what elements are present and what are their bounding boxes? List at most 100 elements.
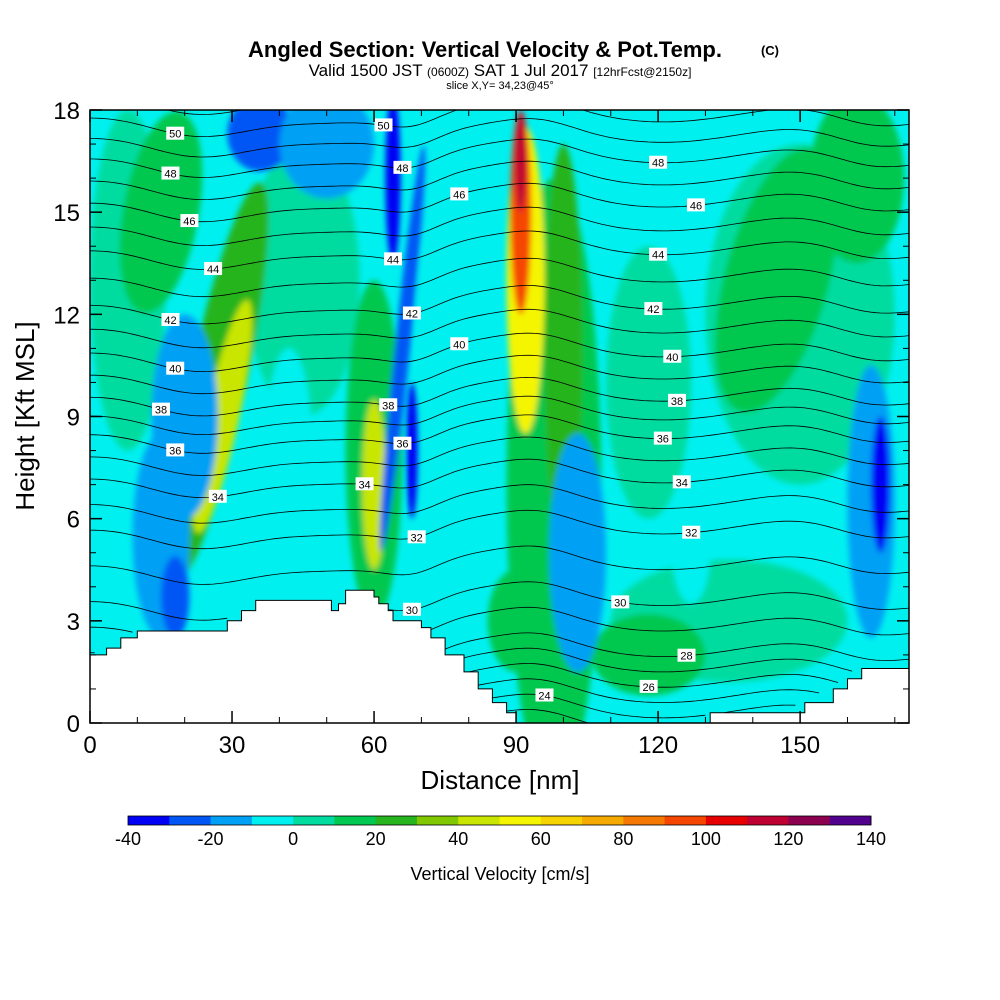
- contour-label-bg: [166, 126, 185, 140]
- contour-label-bg: [161, 312, 180, 326]
- velocity-blob: [161, 556, 190, 638]
- theta-contour: [166, 110, 244, 115]
- colorbar-frame: [127, 815, 872, 826]
- contour-label: 38: [152, 402, 171, 417]
- theta-contour: [90, 257, 909, 298]
- theta-contour: [90, 509, 909, 550]
- colorbar-tick-label: -40: [115, 829, 141, 849]
- velocity-blob: [606, 246, 692, 519]
- theta-contour: [90, 484, 909, 524]
- contour-label-bg: [166, 361, 185, 375]
- x-tick-label: 60: [361, 732, 388, 759]
- contour-label-bg: [611, 595, 630, 609]
- x-tick-label: 0: [83, 732, 96, 759]
- theta-contour: [90, 436, 909, 476]
- subtitle-slice: slice X,Y= 34,23@45°: [446, 80, 554, 92]
- contour-label-bg: [402, 306, 421, 320]
- contour-label-text: 42: [406, 308, 418, 320]
- contour-label: 46: [686, 198, 705, 212]
- x-tick-label: 150: [780, 732, 820, 759]
- contour-label-text: 32: [411, 532, 423, 544]
- subtitle-utc: (0600Z): [427, 65, 469, 79]
- contour-label: 42: [161, 312, 180, 327]
- chart-subtitle: Valid 1500 JST (0600Z) SAT 1 Jul 2017 [1…: [309, 61, 692, 80]
- colorbar-swatch: [458, 816, 500, 825]
- contour-label-text: 34: [212, 492, 224, 504]
- contour-label-text: 48: [164, 169, 176, 181]
- contour-label: 34: [208, 489, 227, 504]
- contour-label: 40: [166, 361, 185, 376]
- contour-label: 50: [166, 126, 185, 141]
- contour-label: 28: [677, 648, 696, 663]
- subtitle-forecast: [12hrFcst@2150z]: [593, 65, 691, 79]
- contour-label: 34: [672, 475, 691, 489]
- theta-contour: [90, 632, 909, 661]
- contour-label: 32: [682, 525, 701, 540]
- colorbar-swatch: [623, 816, 666, 825]
- theta-contour: [90, 110, 909, 138]
- theta-contour: [90, 118, 909, 158]
- theta-contour: [90, 308, 909, 349]
- contour-label: 46: [450, 187, 469, 201]
- field-blobs: [90, 110, 905, 723]
- contour-label: 44: [383, 252, 402, 266]
- contour-label: 48: [649, 155, 668, 170]
- velocity-blob: [715, 148, 838, 413]
- contour-label-bg: [393, 436, 412, 450]
- y-tick-label: 0: [67, 711, 80, 738]
- contour-label-bg: [682, 525, 701, 539]
- contour-label-bg: [639, 679, 658, 693]
- theta-contour: [90, 230, 909, 270]
- terrain-profile: [90, 589, 909, 723]
- colorbar-swatch: [747, 816, 789, 825]
- contour-label-bg: [393, 160, 412, 174]
- x-axis-label: Distance [nm]: [421, 765, 580, 795]
- contour-label-text: 48: [652, 158, 664, 170]
- y-axis-label: Height [Kft MSL]: [10, 321, 40, 510]
- colorbar-swatch: [128, 816, 170, 825]
- contour-label-text: 36: [396, 439, 408, 451]
- y-tick-label: 3: [67, 609, 80, 636]
- colorbar-swatch: [251, 816, 294, 825]
- contour-label-bg: [450, 187, 469, 201]
- contour-label: 44: [204, 262, 223, 276]
- contour-label-bg: [649, 247, 668, 261]
- theta-contour: [492, 693, 796, 719]
- contour-label-text: 50: [169, 129, 181, 141]
- velocity-blob: [279, 110, 375, 199]
- contour-label-bg: [402, 602, 421, 616]
- colorbar-swatch: [169, 816, 212, 825]
- colorbar-label: Vertical Velocity [cm/s]: [410, 864, 589, 884]
- contour-label-text: 46: [453, 189, 465, 201]
- y-tick-label: 9: [67, 405, 80, 432]
- contour-label-text: 34: [676, 477, 688, 489]
- contour-label: 38: [379, 398, 398, 412]
- velocity-blob: [385, 110, 401, 264]
- subtitle-date: SAT 1 Jul 2017: [474, 61, 589, 80]
- contour-label-bg: [649, 155, 668, 169]
- theta-contour: [90, 285, 909, 325]
- colorbar-swatch: [705, 816, 748, 825]
- contour-label-bg: [686, 198, 705, 212]
- contour-label-text: 44: [387, 254, 399, 266]
- velocity-blob: [379, 145, 426, 552]
- contour-label-text: 36: [657, 434, 669, 446]
- colorbar-tick-label: 100: [691, 829, 721, 849]
- velocity-field: [90, 110, 909, 723]
- colorbar-tick-label: 40: [448, 829, 468, 849]
- theta-contour: [90, 332, 909, 373]
- theta-contour: [90, 206, 909, 247]
- contour-label-text: 40: [169, 364, 181, 376]
- contour-label-bg: [653, 431, 672, 445]
- contour-label: 48: [393, 160, 412, 175]
- contour-label: 26: [639, 679, 658, 694]
- contour-label-text: 42: [647, 304, 659, 316]
- velocity-blob: [406, 382, 418, 519]
- contour-label-bg: [450, 337, 469, 351]
- y-tick-label: 12: [53, 302, 80, 329]
- velocity-blob: [809, 110, 905, 264]
- colorbar-swatch: [293, 816, 335, 825]
- theta-contour: [90, 376, 909, 417]
- theta-contour: [454, 647, 853, 673]
- chart-title-tag: (C): [761, 43, 779, 58]
